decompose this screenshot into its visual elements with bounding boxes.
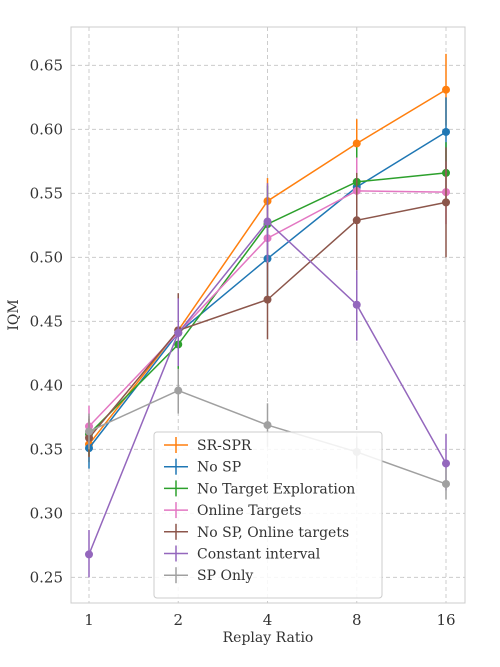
y-tick-label: 0.60 [30, 120, 63, 138]
data-point [263, 217, 272, 226]
x-tick-label: 16 [436, 611, 455, 629]
y-ticks: 0.25 0.30 0.35 0.40 0.45 0.50 0.55 0.60 0.65 [30, 56, 63, 586]
y-tick-label: 0.35 [30, 440, 63, 458]
y-axis-label: IQM [6, 299, 22, 330]
data-point [352, 216, 361, 225]
legend-item: No Target Exploration [164, 480, 355, 497]
data-point [352, 139, 361, 148]
data-point [442, 459, 450, 468]
x-axis-label: Replay Ratio [223, 630, 314, 646]
legend: SR-SPR No SP No Target Exploration Online T… [153, 431, 383, 599]
legend-label: SP Only [197, 568, 253, 584]
legend-item: No SP, Online targets [164, 523, 349, 541]
data-point [85, 427, 93, 436]
data-point [442, 85, 450, 94]
y-tick-label: 0.65 [30, 56, 63, 74]
legend-item: Constant interval [164, 545, 321, 563]
y-tick-label: 0.45 [30, 312, 63, 330]
data-point [263, 295, 272, 304]
legend-label: No Target Exploration [197, 481, 355, 497]
y-tick-label: 0.30 [30, 504, 63, 522]
data-point [263, 421, 272, 430]
data-point [442, 127, 450, 136]
y-tick-label: 0.40 [30, 376, 63, 394]
legend-item: Online Targets [164, 502, 302, 519]
y-tick-label: 0.25 [30, 568, 63, 586]
legend-item: SR-SPR [164, 437, 252, 454]
legend-item: SP Only [164, 567, 253, 584]
x-tick-label: 8 [352, 611, 362, 629]
legend-label: No SP, Online targets [197, 525, 349, 541]
legend-item: No SP [164, 458, 241, 476]
data-point [85, 550, 93, 559]
x-tick-label: 2 [173, 611, 183, 629]
data-point [352, 300, 361, 309]
data-point [442, 479, 450, 488]
series [85, 183, 450, 578]
x-tick-label: 4 [263, 611, 273, 629]
data-point [174, 328, 183, 337]
data-point [174, 386, 183, 395]
y-tick-label: 0.55 [30, 184, 63, 202]
legend-label: SR-SPR [197, 438, 252, 454]
legend-label: Constant interval [197, 547, 321, 563]
legend-label: No SP [197, 460, 241, 476]
y-tick-label: 0.50 [30, 248, 63, 266]
legend-box [153, 431, 383, 599]
data-point [442, 198, 450, 207]
x-ticks: 1 2 4 8 16 [84, 611, 455, 629]
legend-label: Online Targets [197, 503, 302, 519]
x-tick-label: 1 [84, 611, 94, 629]
